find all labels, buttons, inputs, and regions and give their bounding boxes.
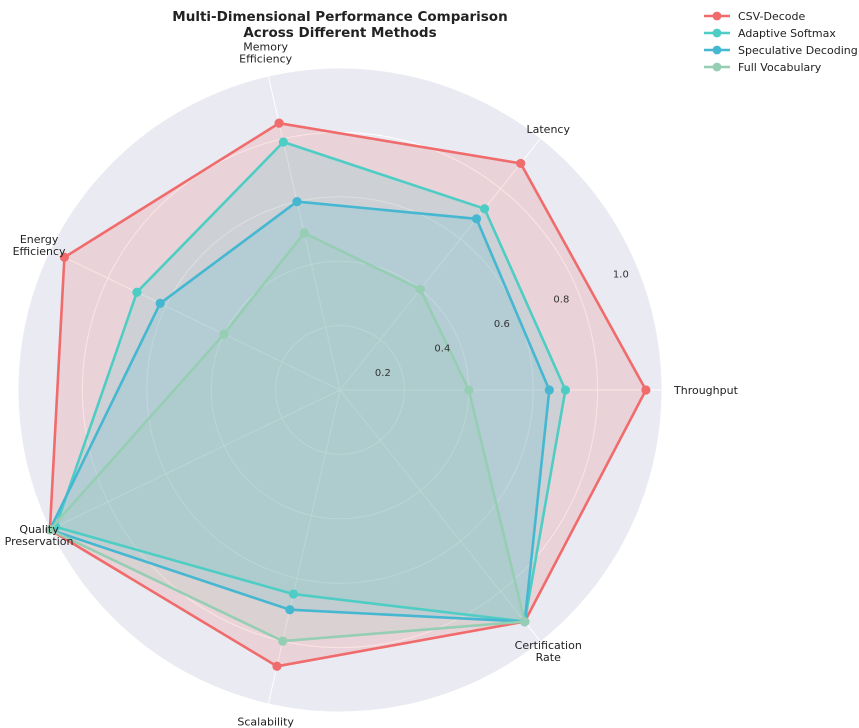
series-fill-4 (49, 233, 525, 642)
axis-label-3-line-1: Memory (243, 40, 288, 53)
axis-label-7-line-1: Certification (515, 639, 582, 652)
grid-spoke-6 (267, 389, 341, 705)
series-line-2 (54, 140, 567, 623)
series-2-point-3 (278, 137, 288, 147)
series-1-point-2 (516, 158, 526, 169)
legend: CSV-Decode Adaptive Softmax Speculative De… (704, 10, 858, 74)
series-4-point-1 (464, 385, 474, 395)
legend-item-3: Speculative Decoding (704, 44, 858, 57)
series-1-point-4 (59, 252, 69, 262)
legend-label-1: CSV-Decode (738, 10, 806, 23)
grid-spoke-4 (49, 249, 341, 391)
legend-label-4: Full Vocabulary (738, 61, 822, 74)
series-line-1 (48, 121, 648, 668)
legend-item-1: CSV-Decode (704, 10, 806, 23)
axis-label-2: Latency (527, 123, 571, 136)
axis-label-7-line-2: Rate (536, 651, 561, 664)
series-3-point-4 (155, 298, 165, 308)
series-fill-1 (49, 123, 646, 667)
radial-tick-label-3: 0.6 (494, 319, 510, 330)
series-1-point-3 (274, 118, 284, 128)
series-4-point-6 (278, 636, 288, 646)
chart-title-line-1: Multi-Dimensional Performance Comparison (172, 9, 507, 25)
grid-spoke-5 (49, 389, 341, 531)
axis-label-4-line-1: Energy (20, 233, 59, 246)
series-4-point-2 (415, 284, 425, 294)
radial-tick-label-1: 0.2 (375, 368, 391, 379)
series-3-point-6 (285, 605, 295, 615)
legend-marker-1 (712, 11, 722, 21)
series-4-point-7 (520, 617, 530, 627)
legend-item-2: Adaptive Softmax (704, 27, 836, 40)
axis-label-6-line-1: Scalability (237, 716, 294, 728)
chart-title-line-2: Across Different Methods (243, 25, 436, 41)
series-fill-2 (55, 142, 566, 622)
series-4-point-5 (45, 525, 55, 535)
axis-label-5-line-1: Quality (19, 523, 59, 536)
axis-label-2-line-1: Latency (527, 123, 571, 136)
series-4-point-4 (219, 329, 229, 339)
series-1-point-6 (272, 661, 282, 671)
legend-marker-3 (712, 45, 722, 55)
radial-tick-label-4: 0.8 (553, 294, 569, 305)
series-3-point-1 (544, 385, 554, 395)
series-fill-3 (49, 201, 550, 622)
series-1-point-1 (641, 385, 651, 395)
legend-marker-2 (712, 28, 722, 38)
series-2-point-6 (288, 589, 299, 599)
axis-label-6: Scalability (237, 716, 294, 728)
series-line-3 (48, 200, 551, 623)
axis-label-1-line-1: Throughput (673, 384, 739, 397)
series-line-4 (48, 231, 527, 643)
legend-marker-4 (712, 62, 722, 72)
grid-spoke-2 (339, 137, 542, 391)
radial-tick-label-5: 1.0 (613, 270, 629, 281)
legend-label-2: Adaptive Softmax (738, 27, 836, 40)
series-2-point-2 (479, 204, 490, 214)
legend-item-4: Full Vocabulary (704, 61, 822, 74)
axis-label-4-line-2: Efficiency (13, 245, 66, 258)
radial-tick-label-2: 0.4 (434, 344, 450, 355)
series-2-point-4 (132, 287, 142, 297)
axis-label-5-line-2: Preservation (5, 535, 74, 548)
axis-label-3-line-2: Efficiency (239, 52, 292, 65)
grid-spoke-7 (339, 389, 542, 643)
axis-label-1: Throughput (673, 384, 739, 397)
legend-label-3: Speculative Decoding (738, 44, 858, 57)
series-4-point-3 (299, 228, 309, 238)
series-3-point-2 (471, 214, 482, 224)
series-3-point-3 (292, 197, 302, 207)
series-2-point-1 (560, 385, 571, 395)
